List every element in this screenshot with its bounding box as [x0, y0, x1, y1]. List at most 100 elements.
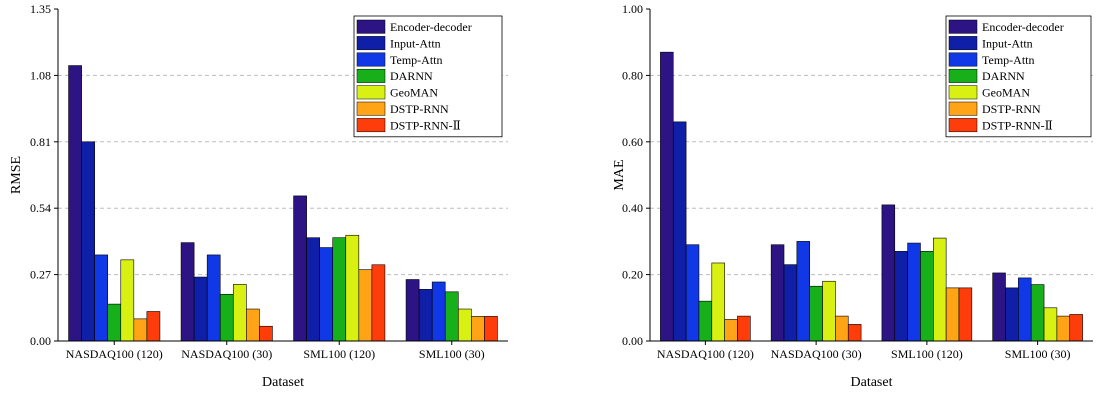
bar-temp-attn-1: [94, 254, 109, 342]
bar-dstp-rnn--3: [958, 287, 973, 342]
bar-encoder-decoder-2: [180, 242, 195, 342]
legend-label: DSTP-RNN: [982, 102, 1041, 116]
x-tick-label: NASDAQ100 (120): [657, 347, 754, 361]
x-tick-label: SML100 (120): [303, 347, 375, 361]
bar-geoman-1: [120, 259, 135, 342]
legend-swatch: [356, 52, 386, 67]
bar-dstp-rnn-2: [835, 315, 849, 342]
legend-swatch: [948, 118, 978, 133]
bar-input-attn-3: [306, 237, 320, 342]
x-tick-label: NASDAQ100 (30): [771, 347, 862, 361]
legend-swatch: [356, 118, 386, 133]
legend-label: Encoder-decoder: [982, 20, 1064, 34]
legend: Encoder-decoder Input-Attn Temp-Attn DARNN G…: [353, 15, 503, 138]
legend-swatch: [948, 19, 978, 34]
bar-input-attn-4: [418, 289, 433, 342]
bar-encoder-decoder-1: [660, 51, 674, 342]
legend-swatch: [948, 52, 978, 67]
legend: Encoder-decoder Input-Attn Temp-Attn DARNN G…: [945, 15, 1092, 138]
y-tick-label: 1.35: [30, 2, 51, 16]
bar-darnn-3: [332, 237, 347, 342]
legend-label: Temp-Attn: [390, 53, 442, 67]
bar-encoder-decoder-3: [293, 195, 307, 342]
y-tick-label: 0.40: [622, 201, 643, 215]
legend-label: DSTP-RNN-Ⅱ: [982, 118, 1053, 132]
bar-geoman-4: [1043, 307, 1058, 342]
bar-dstp-rnn--1: [737, 315, 751, 342]
bar-temp-attn-2: [206, 254, 221, 342]
bar-dstp-rnn--4: [1069, 314, 1083, 342]
legend-swatch: [948, 101, 978, 116]
bar-darnn-3: [920, 251, 934, 342]
legend-label: Input-Attn: [390, 36, 441, 50]
chart-panel-rmse: 0.00 0.27 0.54 0.81 1.08 1.35 NASDAQ100 (120) N…: [9, 2, 508, 390]
legend-swatch: [948, 68, 978, 83]
bar-dstp-rnn-3: [358, 269, 373, 342]
bar-darnn-1: [698, 300, 713, 342]
bar-geoman-2: [232, 284, 247, 342]
legend-label: DSTP-RNN-Ⅱ: [390, 118, 461, 132]
y-tick-label: 1.00: [622, 2, 643, 16]
bar-dstp-rnn--4: [484, 316, 498, 342]
x-tick-label: SML100 (30): [1005, 347, 1071, 361]
bar-darnn-4: [444, 291, 459, 342]
bar-temp-attn-1: [685, 244, 700, 342]
bar-geoman-3: [345, 234, 360, 342]
x-tick-label: NASDAQ100 (30): [181, 347, 272, 361]
bar-dstp-rnn--2: [259, 325, 273, 342]
x-tick-label: NASDAQ100 (120): [66, 347, 163, 361]
bar-input-attn-1: [81, 141, 95, 342]
x-axis-title: Dataset: [851, 375, 893, 390]
y-tick-label: 0.54: [30, 201, 51, 215]
bar-input-attn-2: [193, 276, 208, 342]
y-axis-title: RMSE: [9, 156, 24, 194]
bar-encoder-decoder-4: [405, 279, 420, 342]
bar-dstp-rnn--2: [847, 324, 862, 342]
legend-swatch: [356, 85, 386, 100]
bar-temp-attn-3: [907, 242, 921, 342]
bar-input-attn-4: [1005, 287, 1019, 342]
bar-dstp-rnn--1: [146, 311, 161, 342]
y-tick-label: 0.00: [622, 334, 643, 348]
bar-dstp-rnn--3: [371, 264, 386, 342]
bar-dstp-rnn-2: [246, 308, 260, 342]
bar-temp-attn-3: [319, 247, 334, 342]
bar-geoman-4: [457, 308, 472, 342]
bar-darnn-2: [809, 285, 823, 342]
bar-darnn-2: [219, 293, 234, 342]
bar-temp-attn-4: [431, 281, 446, 342]
legend-label: DARNN: [982, 69, 1025, 83]
bar-temp-attn-4: [1018, 277, 1032, 342]
y-axis-title: MAE: [612, 159, 627, 190]
y-tick-label: 0.81: [30, 135, 51, 149]
bar-encoder-decoder-4: [992, 272, 1006, 342]
bar-geoman-3: [932, 237, 947, 342]
bar-darnn-1: [107, 303, 122, 342]
bar-darnn-4: [1030, 284, 1045, 342]
bar-dstp-rnn-1: [133, 318, 148, 342]
x-tick-label: SML100 (30): [419, 347, 485, 361]
bar-geoman-2: [822, 280, 836, 342]
bar-geoman-1: [711, 262, 725, 342]
bar-input-attn-1: [672, 121, 687, 342]
y-tick-label: 1.08: [30, 68, 51, 82]
bar-encoder-decoder-1: [68, 65, 82, 342]
legend-swatch: [356, 36, 386, 51]
legend-swatch: [356, 19, 386, 34]
bar-dstp-rnn-1: [724, 319, 738, 342]
legend-label: GeoMAN: [982, 86, 1030, 100]
legend-label: DARNN: [390, 69, 433, 83]
y-tick-label: 0.60: [622, 135, 643, 149]
bar-encoder-decoder-3: [881, 204, 896, 342]
legend-label: DSTP-RNN: [390, 102, 449, 116]
bar-input-attn-2: [783, 264, 798, 342]
x-axis-title: Dataset: [262, 375, 304, 390]
bar-dstp-rnn-4: [1056, 315, 1071, 342]
legend-swatch: [356, 101, 386, 116]
legend-label: Input-Attn: [982, 36, 1033, 50]
bar-dstp-rnn-3: [945, 287, 960, 342]
y-tick-label: 0.80: [622, 68, 643, 82]
bar-temp-attn-2: [796, 241, 811, 342]
